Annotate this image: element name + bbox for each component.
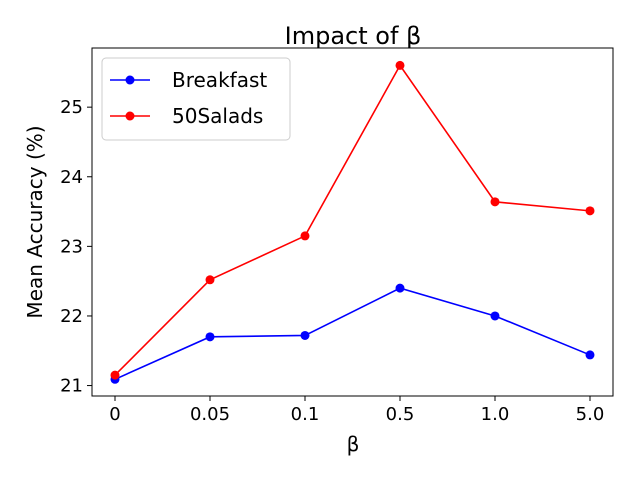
x-axis-ticks: 0 0.05 0.1 0.5 1.0 5.0: [109, 396, 604, 425]
x-tick-label: 0.1: [291, 404, 320, 425]
x-axis-label: β: [347, 432, 360, 456]
data-point-50salads: [300, 231, 310, 241]
legend-label-breakfast: Breakfast: [172, 68, 267, 92]
x-tick-label: 0.5: [386, 404, 415, 425]
series-line-50salads: [114, 63, 591, 376]
data-point-50salads: [395, 60, 405, 70]
legend-marker-breakfast: [125, 75, 135, 85]
data-point-breakfast: [585, 350, 595, 360]
legend: Breakfast 50Salads: [101, 57, 291, 141]
y-tick-label: 21: [60, 376, 83, 397]
data-point-50salads: [205, 275, 215, 285]
data-point-breakfast: [300, 330, 310, 340]
data-point-breakfast: [395, 283, 405, 293]
x-tick-label: 1.0: [481, 404, 510, 425]
y-tick-label: 24: [60, 167, 83, 188]
data-point-50salads: [110, 370, 120, 380]
y-axis-ticks: 21 22 23 24 25: [60, 97, 92, 397]
data-point-breakfast: [490, 311, 500, 321]
y-tick-label: 22: [60, 306, 83, 327]
data-point-breakfast: [205, 332, 215, 342]
data-point-50salads: [490, 197, 500, 207]
legend-marker-50salads: [125, 111, 135, 121]
y-axis-label: Mean Accuracy (%): [23, 125, 47, 318]
series-line-breakfast: [114, 287, 591, 381]
x-tick-label: 0: [109, 404, 120, 425]
legend-label-50salads: 50Salads: [172, 104, 263, 128]
y-tick-label: 23: [60, 236, 83, 257]
chart-title: Impact of β: [285, 22, 422, 50]
data-point-50salads: [585, 206, 595, 216]
x-tick-label: 5.0: [576, 404, 605, 425]
legend-box: [101, 57, 291, 141]
x-tick-label: 0.05: [190, 404, 230, 425]
series-layer: [110, 60, 595, 384]
y-tick-label: 25: [60, 97, 83, 118]
